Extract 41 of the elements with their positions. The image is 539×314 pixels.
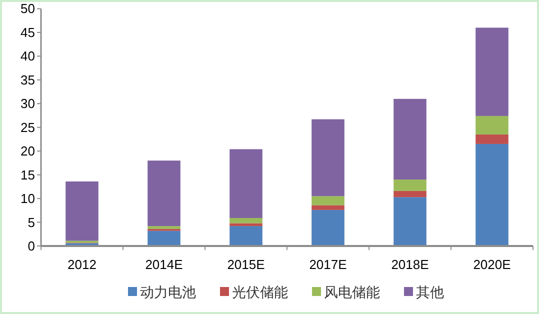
bar (312, 205, 344, 210)
legend-label: 光伏储能 (232, 284, 288, 300)
y-tick-label: 15 (20, 167, 35, 182)
bar (230, 223, 262, 226)
bar (476, 144, 508, 246)
bar (148, 230, 180, 246)
x-tick-label: 2015E (227, 257, 266, 272)
bar (476, 28, 508, 116)
y-tick-label: 0 (28, 238, 35, 254)
bar (394, 180, 426, 191)
y-tick-label: 45 (20, 24, 35, 40)
y-tick-label: 50 (20, 1, 35, 16)
y-tick-label: 40 (20, 48, 35, 64)
bar (66, 181, 98, 241)
bar (476, 134, 508, 144)
bar (312, 210, 344, 246)
bar (312, 119, 344, 196)
bar (312, 196, 344, 206)
bar (230, 149, 262, 218)
y-tick-label: 30 (20, 96, 35, 112)
legend-label: 风电储能 (324, 284, 380, 300)
bar (230, 218, 262, 224)
x-tick-label: 2018E (391, 257, 430, 272)
bar (148, 160, 180, 226)
bar (394, 98, 426, 180)
y-tick-label: 20 (20, 144, 35, 159)
y-tick-label: 35 (20, 72, 35, 88)
bar (394, 197, 426, 246)
x-tick-label: 2017E (309, 257, 348, 272)
bar (394, 190, 426, 198)
x-tick-label: 2014E (145, 257, 184, 272)
y-tick-label: 10 (20, 191, 35, 206)
y-tick-label: 25 (20, 120, 35, 135)
legend-label: 其他 (416, 284, 444, 300)
x-tick-label: 2020E (473, 257, 512, 272)
bar (230, 226, 262, 246)
x-tick-label: 2012 (68, 257, 96, 272)
bar (476, 116, 508, 134)
y-tick-label: 5 (28, 214, 35, 230)
bar (148, 226, 180, 229)
legend-label: 动力电池 (140, 284, 196, 300)
